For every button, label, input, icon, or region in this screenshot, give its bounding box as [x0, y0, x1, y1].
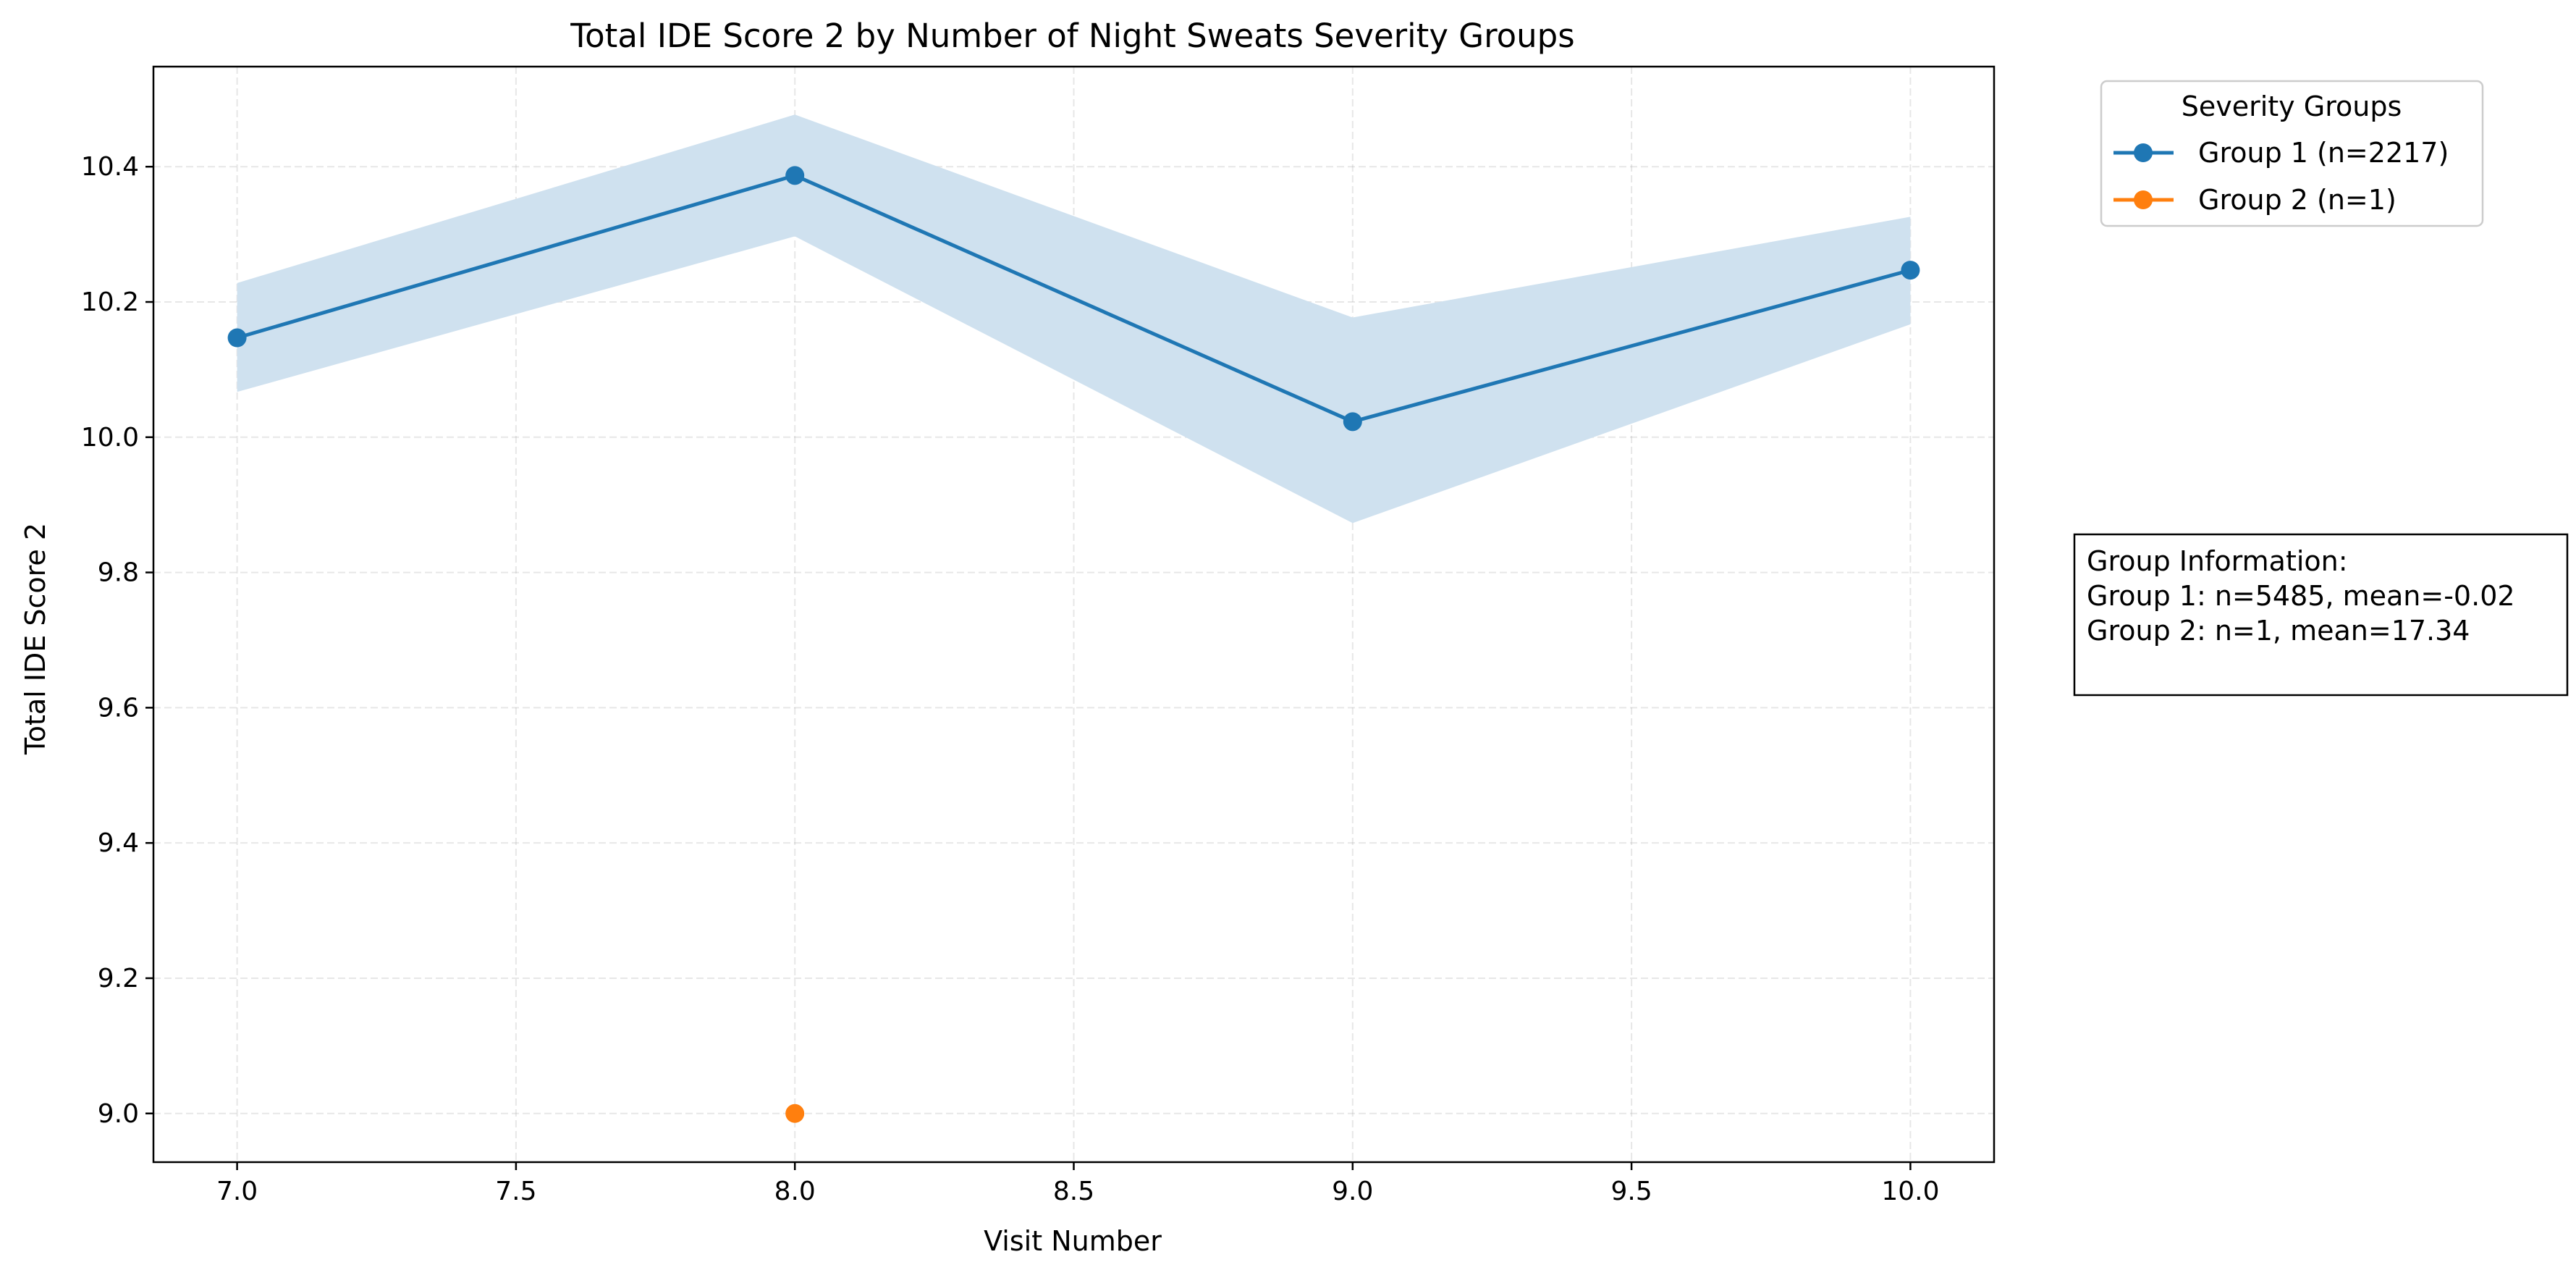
- y-tick-label: 9.2: [98, 964, 139, 993]
- y-tick-label: 10.4: [81, 152, 139, 182]
- data-points: [227, 166, 1920, 1123]
- x-axis-ticks: 7.0 7.5 8.0 8.5 9.0 9.5 10.0: [216, 1162, 1939, 1206]
- x-tick-label: 8.5: [1053, 1177, 1094, 1206]
- group-info-annotation: Group Information: Group 1: n=5485, mean…: [2073, 533, 2569, 697]
- y-tick-label: 9.0: [98, 1099, 139, 1129]
- series-2-point: [785, 1103, 805, 1123]
- info-line-3: Group 2: n=1, mean=17.34: [2087, 615, 2470, 647]
- info-line-1: Group Information:: [2087, 545, 2348, 577]
- x-tick-label: 9.5: [1610, 1177, 1652, 1206]
- series-1-point: [1343, 412, 1362, 432]
- legend-box: [2100, 80, 2484, 227]
- y-tick-label: 10.2: [81, 287, 139, 317]
- legend-label-1: Group 1 (n=2217): [2198, 137, 2449, 169]
- x-tick-label: 7.5: [495, 1177, 536, 1206]
- series-1-point: [1901, 261, 1920, 280]
- legend-marker-1: [2134, 143, 2153, 162]
- series-lines: [236, 173, 1912, 424]
- series-1-point: [227, 328, 247, 348]
- y-axis-ticks: 9.0 9.2 9.4 9.6 9.8 10.0 10.2 10.4: [81, 152, 153, 1129]
- x-tick-label: 7.0: [216, 1177, 258, 1206]
- legend-label-2: Group 2 (n=1): [2198, 184, 2396, 216]
- x-tick-label: 8.0: [774, 1177, 816, 1206]
- y-tick-label: 10.0: [81, 423, 139, 453]
- series-1-line: [236, 173, 1912, 424]
- y-tick-label: 9.8: [98, 558, 139, 588]
- x-tick-label: 9.0: [1332, 1177, 1373, 1206]
- series-1-point: [785, 166, 805, 185]
- legend: Severity Groups Group 1 (n=2217) Group 2 …: [2100, 80, 2484, 227]
- y-axis-label: Total IDE Score 2: [20, 523, 51, 755]
- legend-marker-2: [2134, 190, 2153, 209]
- info-line-2: Group 1: n=5485, mean=-0.02: [2087, 580, 2515, 612]
- x-axis-label: Visit Number: [984, 1225, 1162, 1257]
- chart-title: Total IDE Score 2 by Number of Night Swe…: [570, 17, 1574, 55]
- grid: [153, 67, 1994, 1162]
- info-box-frame: [2073, 533, 2569, 697]
- y-tick-label: 9.6: [98, 693, 139, 723]
- y-tick-label: 9.4: [98, 828, 139, 858]
- x-tick-label: 10.0: [1881, 1177, 1939, 1206]
- legend-title: Severity Groups: [2182, 91, 2402, 122]
- legend-entries: Group 1 (n=2217) Group 2 (n=1): [2113, 137, 2449, 216]
